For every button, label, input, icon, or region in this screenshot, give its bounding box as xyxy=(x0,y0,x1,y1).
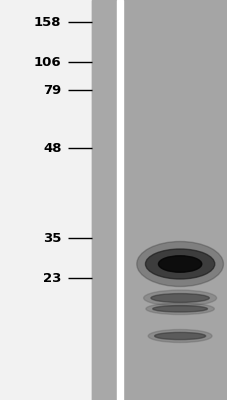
Text: 35: 35 xyxy=(43,232,61,244)
Ellipse shape xyxy=(150,294,208,302)
Bar xyxy=(117,0,123,400)
Ellipse shape xyxy=(152,306,207,312)
Ellipse shape xyxy=(145,249,214,279)
Text: 23: 23 xyxy=(43,272,61,284)
Ellipse shape xyxy=(158,256,201,272)
Ellipse shape xyxy=(136,242,222,286)
Bar xyxy=(92,0,227,400)
Ellipse shape xyxy=(148,330,211,342)
Ellipse shape xyxy=(154,332,205,340)
Bar xyxy=(123,0,227,400)
Text: 48: 48 xyxy=(43,142,61,154)
Text: 106: 106 xyxy=(34,56,61,68)
Ellipse shape xyxy=(145,303,213,314)
Text: 158: 158 xyxy=(34,16,61,28)
Bar xyxy=(92,0,117,400)
Text: 79: 79 xyxy=(43,84,61,96)
Ellipse shape xyxy=(143,290,216,306)
